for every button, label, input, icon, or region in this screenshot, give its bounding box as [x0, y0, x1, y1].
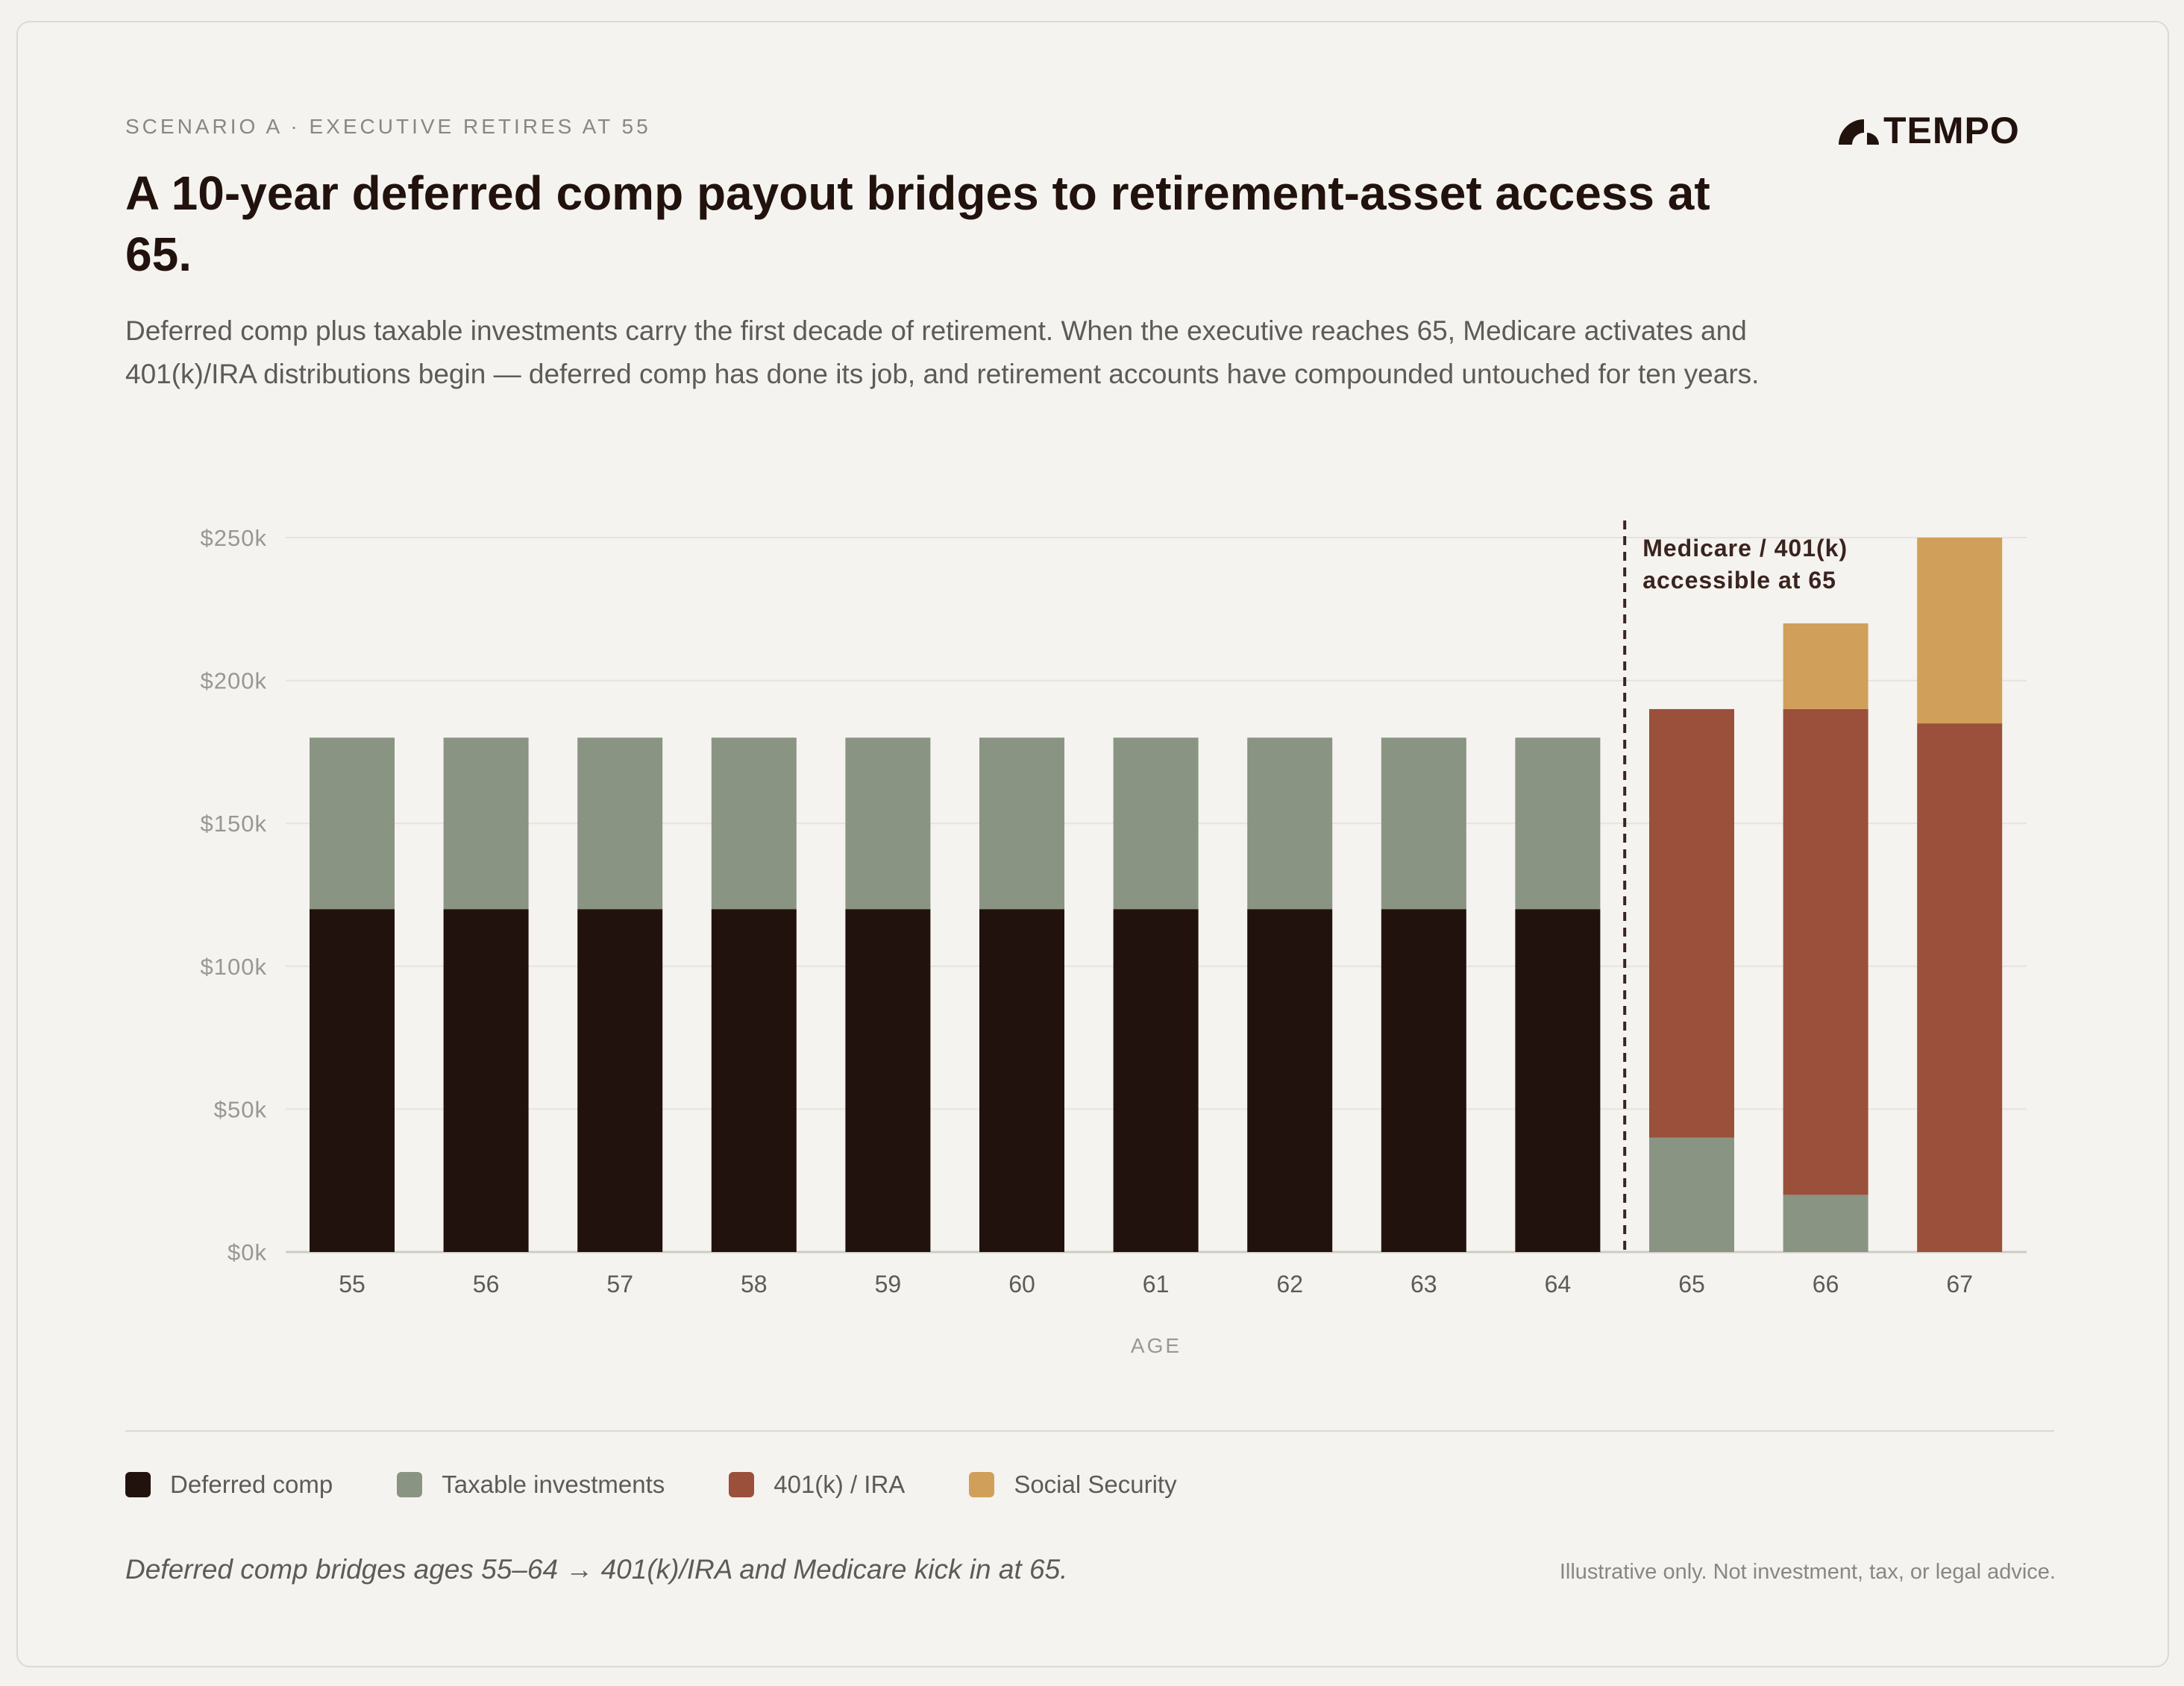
- bar-segment-401-k-ira: [1917, 723, 2003, 1252]
- legend-swatch: [397, 1472, 423, 1497]
- bar-segment-deferred-comp: [979, 909, 1064, 1252]
- x-tick-label: 67: [1946, 1271, 1973, 1297]
- x-tick-label: 62: [1276, 1271, 1303, 1297]
- bar-segment-deferred-comp: [845, 909, 931, 1252]
- bar-segment-taxable-investments: [1783, 1195, 1868, 1252]
- bar-segment-deferred-comp: [1381, 909, 1466, 1252]
- bar-segment-401-k-ira: [1783, 708, 1868, 1195]
- legend-label: Deferred comp: [170, 1470, 333, 1498]
- bar-segment-social-security: [1783, 623, 1868, 709]
- page-subtitle: Deferred comp plus taxable investments c…: [125, 315, 1760, 389]
- bar-segment-taxable-investments: [1381, 737, 1466, 910]
- page-title: A 10-year deferred comp payout bridges t…: [125, 166, 1710, 281]
- x-tick-label: 57: [606, 1271, 633, 1297]
- bar-segment-taxable-investments: [1515, 737, 1601, 910]
- stacked-bar-chart: $0k $50k $100k $150k $200k $250k 55 56 57 58 59 60 6…: [201, 520, 2027, 1357]
- tempo-logo-icon: [1839, 119, 1879, 145]
- legend: Deferred comp Taxable investments 401(k)…: [125, 1470, 1241, 1499]
- bar-segment-taxable-investments: [845, 737, 931, 910]
- y-tick-label: $150k: [201, 811, 267, 837]
- legend-item-401k-ira: 401(k) / IRA: [729, 1470, 905, 1499]
- x-tick-label: 60: [1008, 1271, 1035, 1297]
- bar-segment-taxable-investments: [577, 737, 663, 910]
- x-tick-label: 64: [1545, 1271, 1572, 1297]
- legend-item-taxable-investments: Taxable investments: [397, 1470, 665, 1499]
- y-tick-label: $100k: [201, 954, 267, 980]
- bar-segment-deferred-comp: [1113, 909, 1199, 1252]
- bar-segment-taxable-investments: [979, 737, 1064, 910]
- legend-label: 401(k) / IRA: [774, 1470, 906, 1498]
- x-tick-label: 66: [1813, 1271, 1839, 1297]
- bar-segment-deferred-comp: [577, 909, 663, 1252]
- legend-swatch: [729, 1472, 755, 1497]
- legend-label: Taxable investments: [442, 1470, 665, 1498]
- scenario-eyebrow: SCENARIO A · EXECUTIVE RETIRES AT 55: [125, 115, 651, 138]
- bar-segment-taxable-investments: [310, 737, 395, 910]
- bar-segment-social-security: [1917, 538, 2003, 724]
- bar-segment-deferred-comp: [443, 909, 529, 1252]
- y-tick-label: $200k: [201, 668, 267, 694]
- x-axis-label: AGE: [1131, 1334, 1182, 1357]
- bar-segment-deferred-comp: [310, 909, 395, 1252]
- legend-label: Social Security: [1014, 1470, 1177, 1498]
- x-tick-label: 61: [1143, 1271, 1170, 1297]
- legend-swatch: [125, 1472, 151, 1497]
- annotation-text: accessible at 65: [1642, 567, 1836, 594]
- footnote: Deferred comp bridges ages 55–64 → 401(k…: [125, 1554, 1068, 1585]
- bar-segment-deferred-comp: [711, 909, 797, 1252]
- x-tick-label: 55: [339, 1271, 365, 1297]
- bar-segment-deferred-comp: [1515, 909, 1601, 1252]
- logo-text: TEMPO: [1883, 110, 2020, 151]
- x-tick-label: 65: [1678, 1271, 1705, 1297]
- tempo-logo: TEMPO: [1839, 109, 2020, 152]
- bar-segment-deferred-comp: [1247, 909, 1333, 1252]
- annotation-text: Medicare / 401(k): [1642, 535, 1848, 562]
- bar-segment-taxable-investments: [1649, 1137, 1734, 1252]
- legend-item-deferred-comp: Deferred comp: [125, 1470, 333, 1499]
- x-tick-label: 58: [741, 1271, 768, 1297]
- y-tick-label: $250k: [201, 525, 267, 551]
- y-tick-label: $50k: [214, 1096, 267, 1122]
- legend-item-social-security: Social Security: [969, 1470, 1177, 1499]
- disclaimer: Illustrative only. Not investment, tax, …: [1559, 1560, 2056, 1584]
- legend-swatch: [969, 1472, 995, 1497]
- y-tick-label: $0k: [228, 1239, 267, 1265]
- bar-segment-taxable-investments: [711, 737, 797, 910]
- bar-segment-401-k-ira: [1649, 708, 1734, 1138]
- legend-divider: [125, 1430, 2054, 1432]
- x-tick-label: 56: [473, 1271, 500, 1297]
- bar-segment-taxable-investments: [1113, 737, 1199, 910]
- bar-segment-taxable-investments: [443, 737, 529, 910]
- x-tick-label: 63: [1410, 1271, 1437, 1297]
- bar-segment-taxable-investments: [1247, 737, 1333, 910]
- x-tick-label: 59: [875, 1271, 902, 1297]
